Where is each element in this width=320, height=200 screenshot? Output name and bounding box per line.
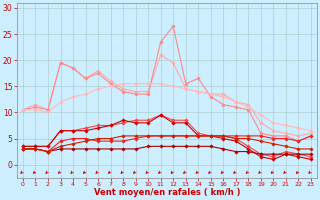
X-axis label: Vent moyen/en rafales ( km/h ): Vent moyen/en rafales ( km/h ): [94, 188, 240, 197]
